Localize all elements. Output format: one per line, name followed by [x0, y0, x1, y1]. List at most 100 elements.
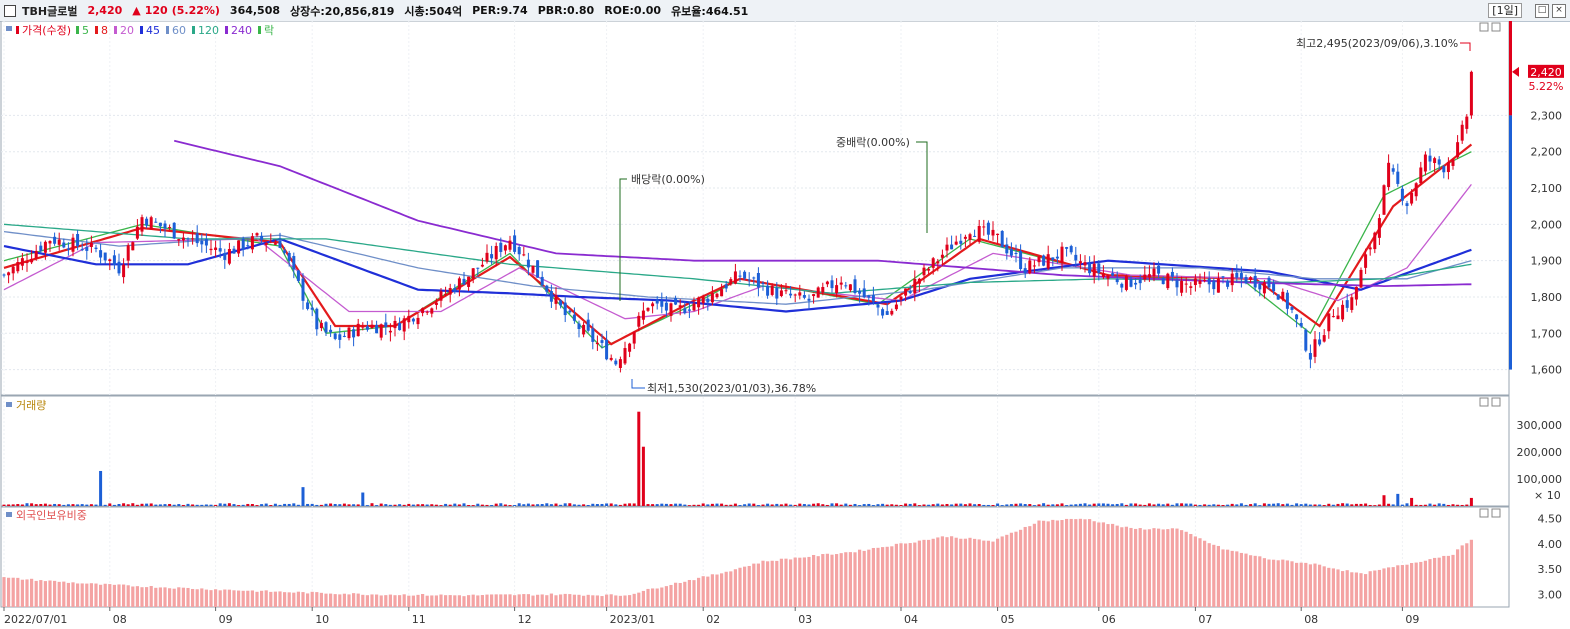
volume-bar — [876, 504, 880, 506]
period-selector[interactable]: [1일] — [1488, 3, 1522, 18]
candle-body — [1331, 316, 1335, 318]
candle-body — [586, 319, 590, 331]
candle-body — [499, 242, 503, 252]
candle-body — [687, 309, 691, 311]
volume-bar — [444, 503, 448, 506]
foreign-ratio-bar — [71, 582, 75, 607]
candle-body — [996, 233, 1000, 236]
panel-minimize-icon[interactable] — [1479, 22, 1489, 32]
candle-body — [752, 277, 756, 279]
select-checkbox[interactable] — [4, 4, 16, 17]
candle-body — [471, 268, 475, 279]
foreign-ratio-bar — [503, 594, 507, 607]
volume-bar — [848, 504, 852, 506]
volume-bar — [122, 503, 126, 506]
foreign-ratio-bar — [85, 583, 89, 607]
volume-bar — [545, 503, 549, 506]
candle-body — [1322, 335, 1326, 342]
candle-body — [11, 266, 15, 274]
foreign-ratio-bar — [1009, 532, 1013, 607]
volume-bar — [30, 503, 34, 506]
foreign-ratio-bar — [1000, 536, 1004, 607]
foreign-ratio-bar — [453, 595, 457, 607]
candle-body — [149, 217, 153, 230]
foreign-close-icon[interactable] — [1491, 508, 1501, 518]
volume-bar — [1377, 504, 1381, 506]
volume-bar — [1005, 504, 1009, 506]
foreign-ratio-bar — [1074, 519, 1078, 607]
candle-body — [1193, 278, 1197, 286]
candle-body — [618, 359, 622, 368]
volume-bar — [384, 504, 388, 506]
volume-bar — [1405, 503, 1409, 506]
candle-body — [227, 249, 231, 264]
foreign-ratio-bar — [577, 594, 581, 607]
volume-bar — [416, 504, 420, 506]
candle-body — [1106, 275, 1110, 279]
stock-chart[interactable]: 1,600 1,700 1,800 1,900 2,000 2,100 2,200 2,300… — [0, 21, 1570, 629]
candle-body — [655, 299, 659, 304]
volume-bar — [618, 504, 622, 506]
foreign-ratio-bar — [48, 580, 52, 607]
volume-bar — [181, 504, 185, 506]
maximize-icon[interactable]: □ — [1535, 3, 1549, 18]
candle-body — [1023, 268, 1027, 274]
high-annotation-text: 최고2,495(2023/09/06),3.10% — [1296, 37, 1458, 50]
foreign-ratio-bar — [931, 538, 935, 607]
candle-body — [890, 310, 894, 315]
panel-close-icon[interactable] — [1491, 22, 1501, 32]
foreign-ratio-bar — [1267, 559, 1271, 607]
foreign-ratio-bar — [1129, 527, 1133, 607]
candle-body — [821, 287, 825, 293]
candle-body — [664, 302, 668, 311]
volume-bar — [904, 503, 908, 506]
volume-tick-label: 200,000 — [1517, 446, 1563, 459]
volume-bar — [241, 504, 245, 506]
volume-bar — [756, 505, 760, 506]
volume-close-icon[interactable] — [1491, 397, 1501, 407]
candle-body — [669, 303, 673, 316]
date-tick-label: 11 — [412, 613, 426, 626]
volume-minimize-icon[interactable] — [1479, 397, 1489, 407]
candle-body — [867, 295, 871, 298]
foreign-ratio-bar — [398, 595, 402, 607]
candle-body — [807, 298, 811, 301]
foreign-ratio-bar — [1336, 569, 1340, 607]
volume-bar — [738, 505, 742, 506]
volume-bar — [802, 504, 806, 506]
volume-bar — [66, 504, 70, 506]
foreign-ratio-bar — [53, 580, 57, 607]
volume-bar — [237, 505, 241, 506]
candle-body — [287, 252, 291, 261]
foreign-tick-label: 3.50 — [1538, 563, 1563, 576]
foreign-ratio-bar — [1152, 528, 1156, 607]
candle-body — [848, 284, 852, 291]
volume-bar — [250, 504, 254, 506]
foreign-ratio-bar — [1350, 572, 1354, 607]
foreign-ratio-bar — [250, 590, 254, 607]
volume-bar — [858, 505, 862, 506]
volume-bar — [540, 504, 544, 506]
candle-body — [1161, 277, 1165, 285]
volume-bar — [296, 504, 300, 506]
volume-bar — [1124, 504, 1128, 506]
foreign-ratio-bar — [628, 595, 632, 607]
volume-bar — [1437, 503, 1441, 506]
volume-bar — [1175, 503, 1179, 506]
foreign-ratio-bar — [756, 563, 760, 607]
close-icon[interactable]: × — [1552, 3, 1566, 18]
foreign-ratio-bar — [421, 594, 425, 607]
foreign-ratio-bar — [352, 593, 356, 607]
candle-body — [549, 291, 553, 302]
volume-bar — [7, 504, 11, 506]
foreign-ratio-bar — [752, 563, 756, 607]
foreign-ratio-bar — [986, 540, 990, 607]
foreign-ratio-bar — [218, 590, 222, 607]
candle-body — [1184, 283, 1188, 285]
foreign-minimize-icon[interactable] — [1479, 508, 1489, 518]
candle-body — [766, 285, 770, 296]
candle-body — [292, 256, 296, 270]
foreign-ratio-bar — [1382, 568, 1386, 607]
candle-body — [595, 342, 599, 345]
candle-body — [651, 303, 655, 307]
